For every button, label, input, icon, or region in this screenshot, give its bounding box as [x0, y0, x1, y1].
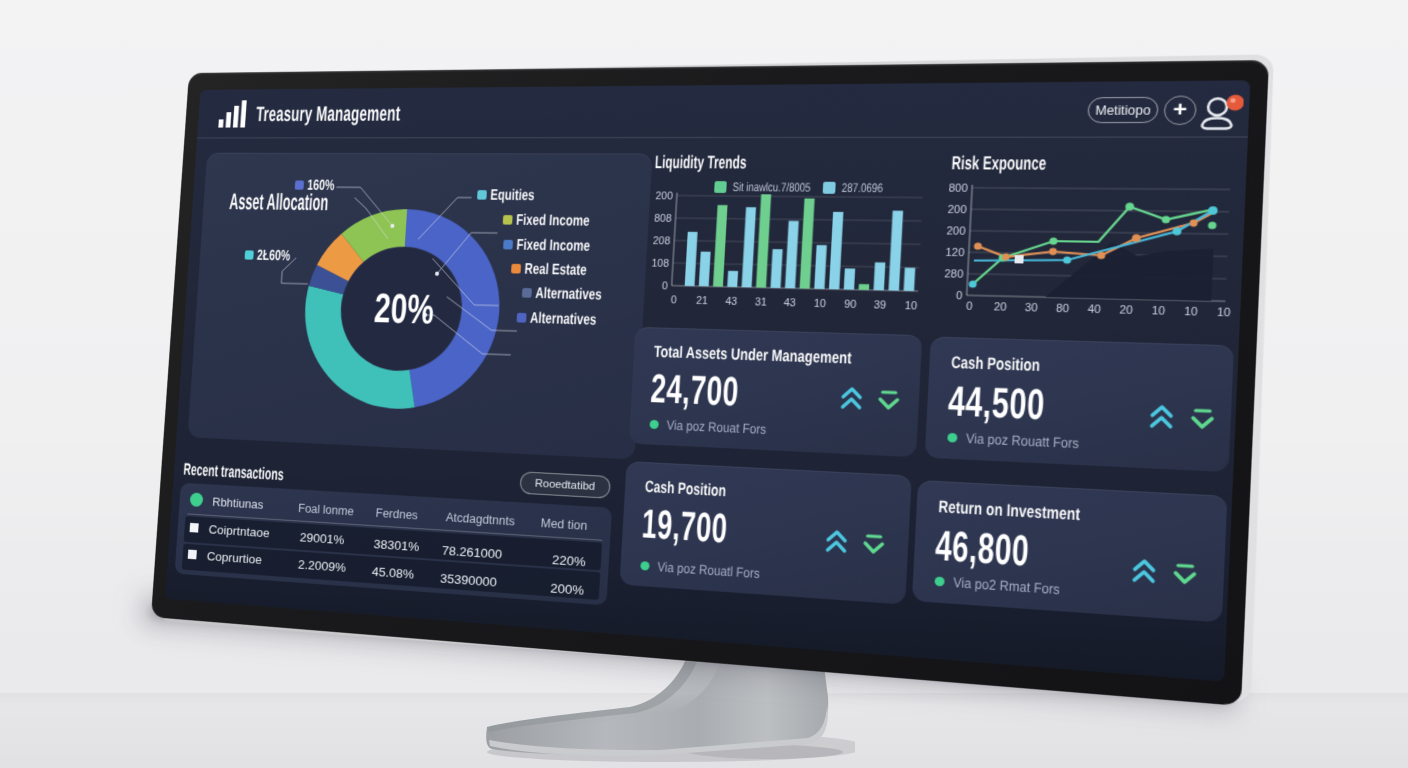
svg-text:10: 10 [1184, 305, 1198, 318]
svg-text:208: 208 [653, 235, 671, 247]
svg-text:21: 21 [696, 295, 708, 307]
svg-text:0: 0 [671, 294, 677, 306]
svg-text:30: 30 [1024, 301, 1038, 313]
svg-text:0: 0 [662, 280, 668, 292]
svg-text:39: 39 [873, 299, 886, 311]
svg-text:20: 20 [993, 301, 1006, 313]
svg-text:80: 80 [1056, 302, 1070, 314]
svg-text:20: 20 [1119, 304, 1133, 317]
svg-text:10: 10 [1151, 304, 1165, 317]
svg-text:0: 0 [966, 300, 973, 312]
svg-text:10: 10 [813, 297, 826, 309]
svg-text:280: 280 [944, 268, 964, 280]
svg-text:43: 43 [725, 295, 738, 307]
svg-text:90: 90 [844, 298, 857, 310]
svg-text:200: 200 [946, 225, 966, 237]
svg-text:0: 0 [956, 290, 963, 302]
svg-text:108: 108 [651, 257, 669, 269]
svg-text:31: 31 [755, 296, 768, 308]
svg-text:800: 800 [948, 182, 968, 194]
svg-text:10: 10 [1217, 306, 1231, 319]
svg-text:200: 200 [947, 204, 967, 216]
svg-text:10: 10 [904, 300, 917, 312]
svg-text:808: 808 [654, 213, 672, 225]
svg-text:40: 40 [1087, 303, 1101, 316]
svg-text:120: 120 [945, 246, 965, 258]
svg-text:200: 200 [655, 190, 673, 202]
svg-text:43: 43 [783, 297, 796, 309]
